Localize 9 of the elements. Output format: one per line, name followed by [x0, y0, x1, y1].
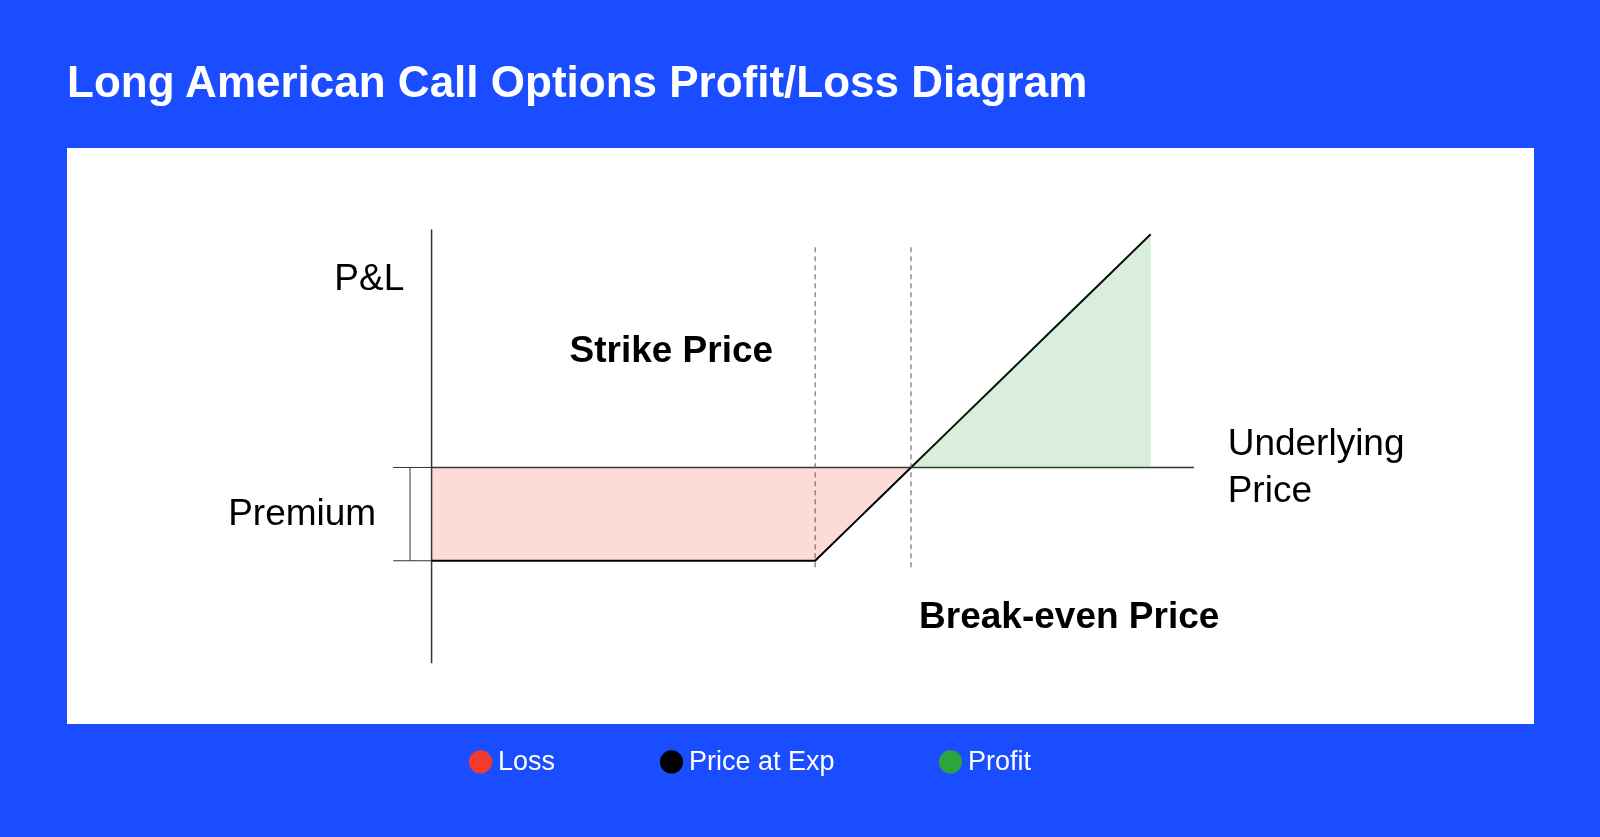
x-axis-title: Underlying Price [1227, 422, 1405, 510]
text: Premium [228, 492, 377, 534]
legend-label: Price at Exp [689, 745, 835, 776]
legend-label: Loss [498, 745, 556, 776]
text: Break-even Price [919, 594, 1220, 636]
chart-title: Long American Call Options Profit/Loss Diagram [67, 57, 1088, 106]
annotation: Strike Price [569, 328, 774, 370]
legend-label: Profit [968, 745, 1032, 776]
y-axis-title: P&L [334, 256, 405, 298]
